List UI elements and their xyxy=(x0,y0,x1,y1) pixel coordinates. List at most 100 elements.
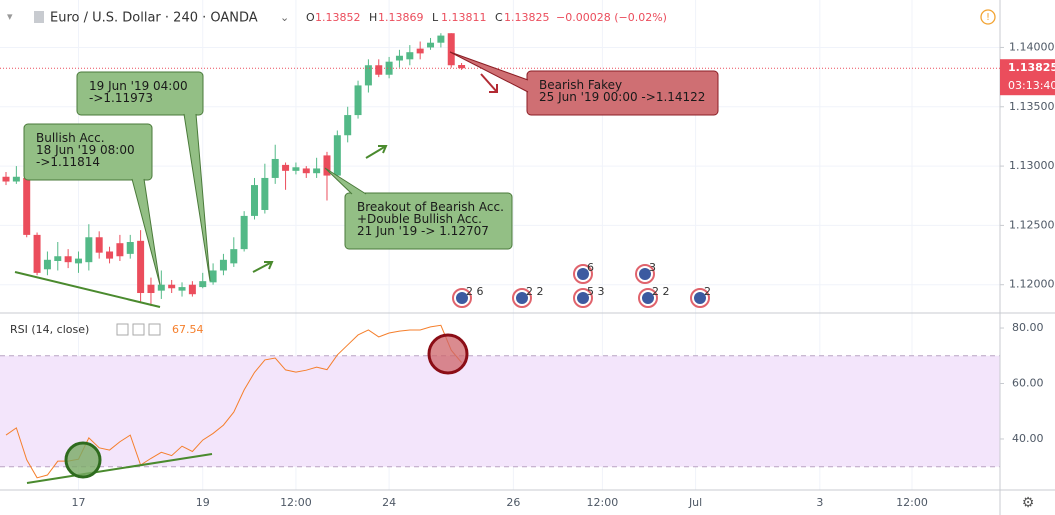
event-marker[interactable]: 2 2 xyxy=(512,285,544,308)
dropdown-icon[interactable]: ⌄ xyxy=(280,11,289,24)
ohlc-value: 1.13852 xyxy=(315,11,361,24)
candle-body xyxy=(385,61,393,75)
symbol-icon xyxy=(34,11,44,23)
x-tick-label: 3 xyxy=(816,496,823,509)
x-tick-label: 19 xyxy=(196,496,210,509)
annotation-text: ->1.11814 xyxy=(36,155,100,169)
candle-body xyxy=(323,155,331,176)
candle-body xyxy=(126,242,134,254)
collapse-icon[interactable]: ▾ xyxy=(7,10,13,23)
ohlc-value: 1.13811 xyxy=(441,11,487,24)
annotation-pointer xyxy=(131,178,161,286)
annotation: 19 Jun '19 04:00->1.11973 xyxy=(76,71,211,282)
event-marker[interactable]: 6 xyxy=(573,261,594,284)
rsi-current: 67.54 xyxy=(172,323,204,336)
annotation: Breakout of Bearish Acc.+Double Bullish … xyxy=(324,167,513,250)
annotation-text: ->1.11973 xyxy=(89,91,153,105)
ohlc-value: 1.13869 xyxy=(378,11,424,24)
event-flag xyxy=(577,292,589,304)
candle-body xyxy=(282,164,290,171)
candle-body xyxy=(230,249,238,264)
y-tick-label: 60.00 xyxy=(1012,377,1044,390)
candle-body xyxy=(95,237,103,253)
candle-body xyxy=(219,259,227,271)
candle-body xyxy=(240,215,248,250)
candle-body xyxy=(251,185,259,216)
event-marker[interactable]: 2 xyxy=(690,285,711,308)
candle-body xyxy=(33,234,41,273)
y-tick-label: 1.12500 xyxy=(1009,218,1055,231)
annotation-text: 19 Jun '19 04:00 xyxy=(89,79,188,93)
candle-body xyxy=(375,65,383,75)
event-flag xyxy=(642,292,654,304)
candle-body xyxy=(271,158,279,178)
candle-body xyxy=(116,243,124,257)
event-marker[interactable]: 3 xyxy=(635,261,656,284)
x-tick-label: 24 xyxy=(382,496,396,509)
event-marker[interactable]: 2 6 xyxy=(452,285,484,308)
candle-body xyxy=(427,42,435,48)
y-tick-label: 80.00 xyxy=(1012,321,1044,334)
candle-body xyxy=(106,251,114,259)
candle-body xyxy=(261,177,269,210)
candle-body xyxy=(43,259,51,270)
candle-body xyxy=(199,281,207,288)
annotation-box xyxy=(23,123,153,181)
annotation-box xyxy=(344,192,513,250)
highlight xyxy=(64,441,102,479)
annotation-pointer xyxy=(183,113,211,282)
symbol-title[interactable]: Euro / U.S. Dollar · 240 · OANDA xyxy=(50,11,258,26)
candle-body xyxy=(178,287,186,291)
candle-body xyxy=(344,115,352,136)
trend-line xyxy=(14,271,161,308)
candle-body xyxy=(168,284,176,289)
arrow-head xyxy=(489,84,498,93)
alert-mark: ! xyxy=(986,12,990,23)
alert-icon[interactable] xyxy=(980,9,996,25)
y-tick-label: 1.14000 xyxy=(1009,40,1055,53)
candle-body xyxy=(302,168,310,174)
event-marker[interactable]: 5 3 xyxy=(573,285,605,308)
event-count: 2 2 xyxy=(526,285,544,298)
event-flag xyxy=(639,268,651,280)
arrow xyxy=(365,145,387,159)
arrow xyxy=(480,73,498,93)
annotation-text: Bullish Acc. xyxy=(36,131,105,145)
ohlc: O 1.13852 H 1.13869 L 1.13811 C 1.13825 −0.00028… xyxy=(306,11,667,24)
rsi-band xyxy=(0,355,1000,467)
event-count: 2 2 xyxy=(652,285,670,298)
rsi-title[interactable]: RSI (14, close) xyxy=(10,323,89,336)
event-flag xyxy=(694,292,706,304)
countdown: 03:13:40 xyxy=(1008,79,1055,92)
settings-icon[interactable]: ⚙ xyxy=(1022,495,1035,511)
annotation: Bullish Acc.18 Jun '19 08:00->1.11814 xyxy=(23,123,161,286)
annotation-text: 21 Jun '19 -> 1.12707 xyxy=(357,224,489,238)
candle-body xyxy=(137,240,145,294)
rsi-controls[interactable] xyxy=(116,323,161,336)
event-count: 3 xyxy=(649,261,656,274)
event-count: 2 6 xyxy=(466,285,484,298)
candle-body xyxy=(147,284,155,294)
candle-body xyxy=(23,177,31,235)
candle-body xyxy=(64,256,72,263)
arrow xyxy=(252,261,273,273)
event-count: 6 xyxy=(587,261,594,274)
event-marker[interactable]: 2 2 xyxy=(638,285,670,308)
candle-body xyxy=(188,284,196,295)
x-tick-label: 17 xyxy=(71,496,85,509)
annotation-box xyxy=(526,70,719,116)
candle-body xyxy=(437,35,445,43)
annotation-pointer xyxy=(449,51,529,93)
candle-body xyxy=(74,258,82,264)
annotation-text: 18 Jun '19 08:00 xyxy=(36,143,135,157)
ohlc-value: 1.13825 xyxy=(504,11,550,24)
arrow-head xyxy=(378,145,388,154)
candle-body xyxy=(354,85,362,116)
ohlc-key: L xyxy=(432,11,439,24)
highlight xyxy=(427,333,469,375)
event-count: 5 3 xyxy=(587,285,605,298)
arrow-head xyxy=(264,261,274,270)
candle-body xyxy=(292,167,300,171)
